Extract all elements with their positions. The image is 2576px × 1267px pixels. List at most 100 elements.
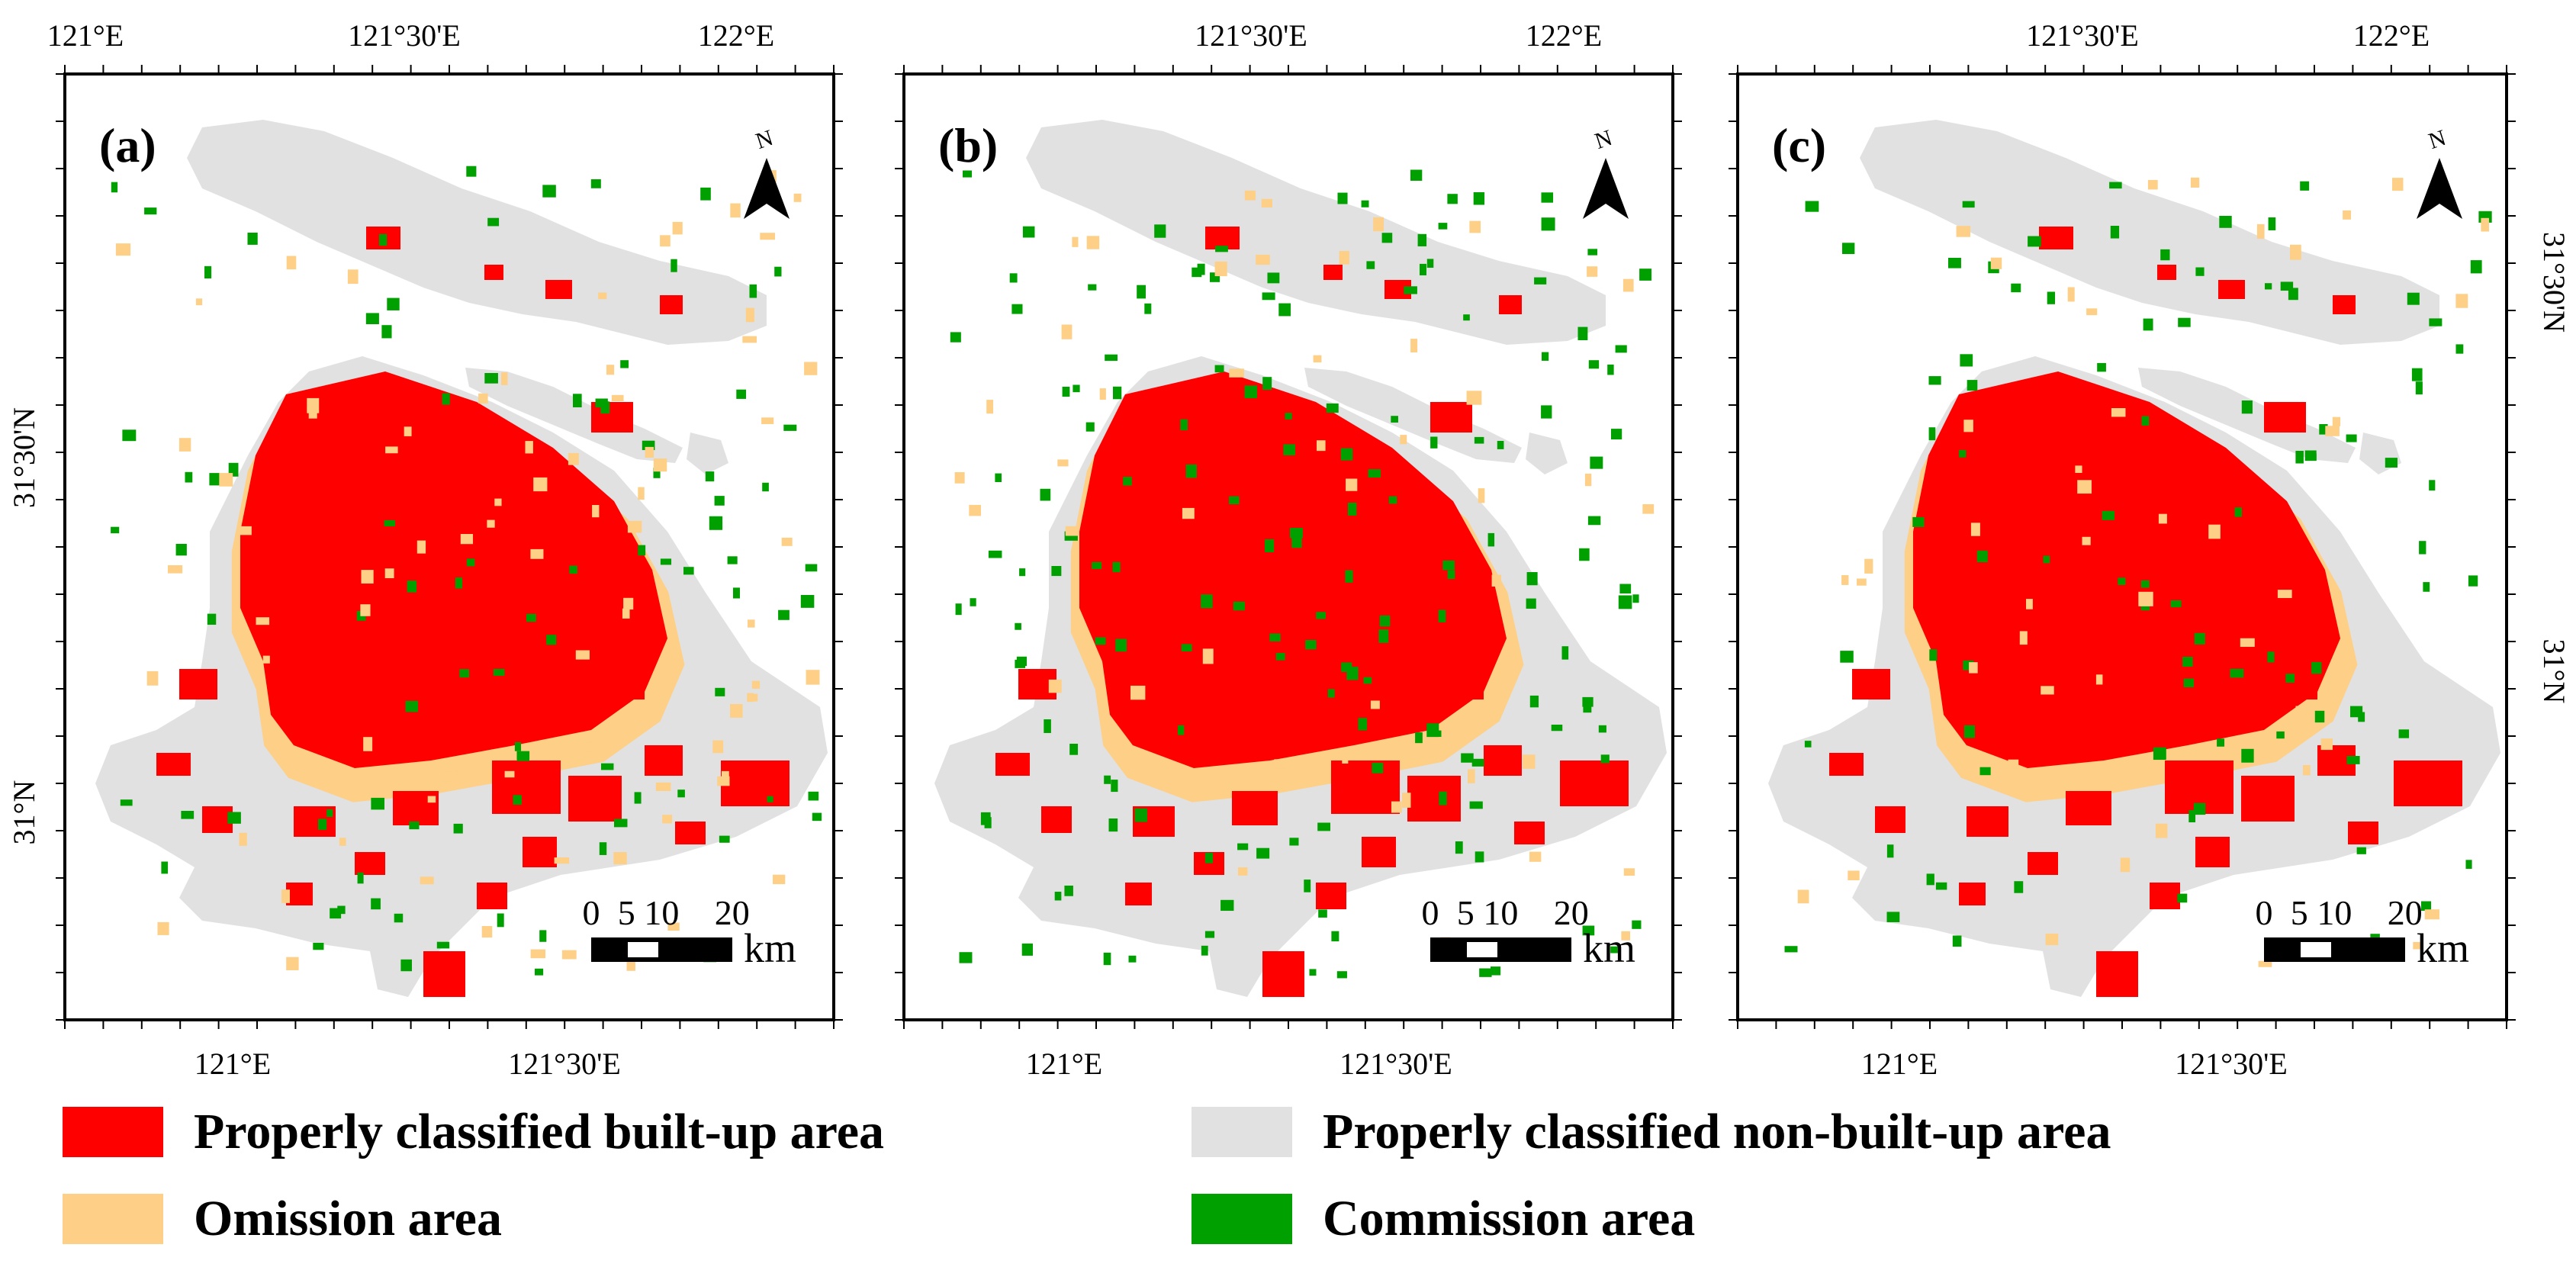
- commission-speck: [1952, 935, 1962, 947]
- omission-speck: [638, 487, 645, 500]
- commission-speck: [1579, 548, 1590, 561]
- omission-speck: [2424, 909, 2439, 920]
- omission-speck: [1061, 324, 1073, 339]
- omission-speck: [745, 307, 754, 323]
- land-hengsha: [687, 433, 728, 474]
- omission-speck: [1956, 226, 1971, 237]
- commission-speck: [2234, 507, 2242, 517]
- commission-speck: [2429, 480, 2436, 491]
- omission-speck: [1864, 558, 1873, 574]
- commission-speck: [2043, 555, 2050, 564]
- commission-speck: [1269, 633, 1281, 642]
- scale-unit: km: [744, 925, 796, 971]
- commission-speck: [365, 313, 379, 324]
- omission-speck: [1622, 278, 1634, 292]
- commission-speck: [1368, 469, 1381, 478]
- omission-speck: [660, 235, 671, 247]
- commission-speck: [1959, 449, 1967, 458]
- built-up-patch: [2150, 883, 2180, 909]
- built-up-patch: [2241, 776, 2295, 822]
- legend-item-built-up: Properly classified built-up area: [63, 1103, 884, 1161]
- commission-speck: [2241, 748, 2254, 763]
- built-up-patch: [721, 761, 790, 806]
- north-label: N: [1592, 125, 1616, 154]
- built-up-patch: [1852, 669, 1890, 699]
- commission-speck: [1541, 217, 1555, 231]
- commission-speck: [1526, 598, 1536, 609]
- omission-speck: [504, 770, 515, 778]
- commission-speck: [493, 668, 505, 676]
- commission-speck: [2415, 381, 2423, 395]
- commission-speck: [2423, 582, 2430, 592]
- commission-speck: [1144, 303, 1152, 314]
- omission-speck: [115, 243, 131, 256]
- panel-label: (c): [1772, 118, 1826, 172]
- omission-speck: [487, 519, 495, 528]
- built-up-patch: [1262, 951, 1304, 997]
- commission-speck: [1331, 931, 1339, 942]
- omission-speck: [2155, 823, 2168, 838]
- built-up-patch: [645, 745, 683, 776]
- commission-speck: [1542, 352, 1549, 361]
- omission-speck: [781, 537, 793, 546]
- top-axis-label: 122°E: [1526, 18, 1602, 53]
- commission-speck: [1022, 226, 1035, 238]
- scale-tick-label: 0: [1422, 893, 1439, 932]
- omission-speck: [1238, 867, 1248, 876]
- commission-speck: [1469, 801, 1483, 809]
- commission-speck: [2014, 881, 2024, 893]
- commission-speck: [2455, 344, 2464, 354]
- commission-speck: [959, 952, 973, 963]
- omission-speck: [760, 233, 776, 240]
- commission-speck: [2188, 810, 2196, 823]
- commission-speck: [590, 179, 601, 188]
- commission-speck: [1290, 528, 1303, 539]
- commission-speck: [1064, 886, 1073, 896]
- commission-speck: [1237, 843, 1249, 851]
- lat-label-right: 31°30'N: [2537, 232, 2571, 333]
- commission-speck: [736, 389, 747, 399]
- commission-speck: [2319, 424, 2328, 435]
- built-up-patch: [1967, 806, 2008, 837]
- omission-speck: [1584, 474, 1592, 487]
- commission-speck: [1417, 233, 1427, 246]
- commission-speck: [381, 325, 392, 339]
- commission-speck: [1085, 422, 1095, 432]
- commission-speck: [1181, 644, 1192, 652]
- scale-tick-label: 10: [644, 893, 679, 932]
- built-up-patch: [660, 295, 683, 314]
- bottom-axis-label: 121°30'E: [1339, 1047, 1452, 1081]
- commission-speck: [2346, 756, 2360, 764]
- commission-speck: [175, 544, 187, 556]
- land-hengsha: [2359, 433, 2401, 474]
- omission-speck: [1970, 523, 1980, 536]
- scale-bar-gap: [1467, 942, 1497, 957]
- commission-speck: [1112, 561, 1121, 573]
- omission-speck: [481, 926, 493, 938]
- commission-speck: [1123, 477, 1132, 486]
- commission-speck: [1388, 496, 1397, 504]
- omission-speck: [730, 704, 743, 718]
- omission-speck: [1182, 507, 1195, 519]
- commission-speck: [1095, 637, 1106, 645]
- commission-speck: [2421, 901, 2432, 912]
- commission-speck: [2219, 216, 2232, 228]
- commission-speck: [1326, 403, 1339, 413]
- built-up-patch: [1232, 791, 1278, 825]
- commission-speck: [497, 913, 504, 928]
- north-arrow-right: [767, 158, 790, 219]
- omission-speck: [1261, 198, 1272, 207]
- commission-speck: [1069, 744, 1079, 755]
- commission-speck: [539, 930, 547, 942]
- scale-tick-label: 20: [2388, 893, 2423, 932]
- omission-speck: [592, 505, 600, 518]
- built-up-patch: [492, 761, 561, 814]
- commission-speck: [955, 603, 962, 616]
- commission-speck: [980, 812, 991, 825]
- omission-speck: [525, 441, 533, 454]
- commission-speck: [1265, 539, 1275, 553]
- omission-speck: [1587, 266, 1598, 277]
- commission-speck: [466, 166, 477, 177]
- commission-speck: [1204, 853, 1214, 863]
- commission-speck: [1598, 725, 1606, 733]
